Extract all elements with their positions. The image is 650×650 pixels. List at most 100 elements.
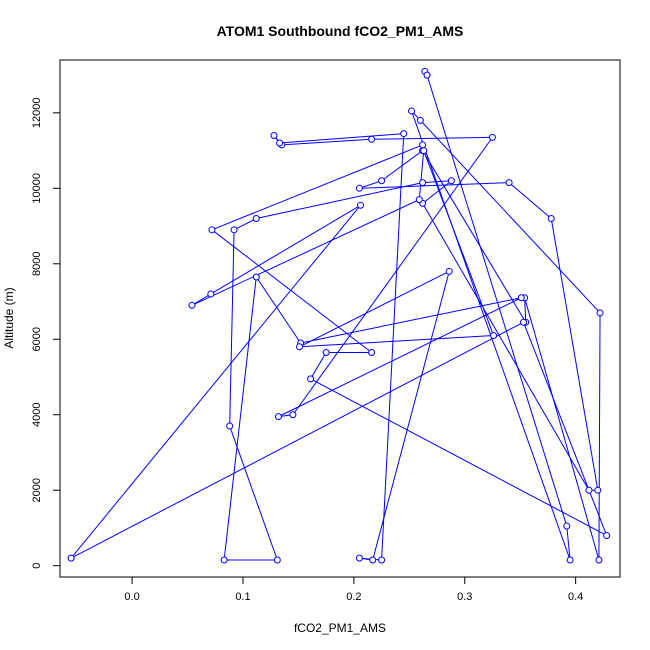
series-segment [281, 138, 372, 146]
data-point [322, 348, 330, 356]
series-segment [70, 204, 361, 559]
series-segment [550, 218, 599, 491]
chart-title: ATOM1 Southbound fCO2_PM1_AMS [217, 23, 464, 39]
data-point [547, 214, 555, 222]
data-point [355, 184, 363, 192]
x-tick-label: 0.1 [235, 591, 250, 603]
data-point [517, 294, 525, 302]
x-tick-label: 0.4 [568, 591, 583, 603]
series-segment [223, 276, 257, 561]
series-segment [420, 120, 601, 314]
x-tick-label: 0.2 [346, 591, 361, 603]
series-segment [310, 378, 607, 536]
series-segment [359, 180, 382, 189]
y-axis: 0 2000 4000 6000 8000 10000 12000 [31, 98, 61, 569]
data-point [230, 226, 238, 234]
series-segment [381, 133, 405, 561]
series-segment [299, 270, 450, 348]
series-segment [278, 297, 522, 418]
series-segment [299, 334, 494, 348]
data-point [423, 71, 431, 79]
series-segment [191, 199, 420, 306]
series-segment [255, 276, 302, 344]
series-segment [422, 180, 452, 204]
data-point [419, 141, 427, 149]
series-segment [566, 526, 571, 561]
series-layer [67, 67, 611, 564]
data-point [400, 130, 408, 138]
series-segment [211, 144, 423, 231]
data-point [226, 422, 234, 430]
series-segment [210, 204, 361, 295]
y-tick-label: 12000 [31, 98, 43, 129]
data-point [408, 107, 416, 115]
series-segment [70, 321, 524, 559]
x-tick-label: 0.3 [457, 591, 472, 603]
series-segment [371, 136, 493, 140]
data-point [563, 522, 571, 530]
data-point [274, 413, 282, 421]
y-tick-label: 6000 [31, 327, 43, 351]
y-tick-label: 2000 [31, 478, 43, 502]
data-point [220, 556, 228, 564]
series-segment [300, 297, 522, 344]
data-point [270, 131, 278, 139]
data-point [296, 343, 304, 351]
data-point [289, 411, 297, 419]
series-segment [524, 297, 600, 561]
data-point [585, 486, 593, 494]
data-point [594, 486, 602, 494]
series-segment [523, 322, 608, 536]
data-point [416, 116, 424, 124]
data-point [505, 179, 513, 187]
series-segment [310, 352, 327, 380]
data-point [378, 177, 386, 185]
data-point [369, 556, 377, 564]
series-segment [422, 150, 527, 323]
series-segment [372, 271, 450, 561]
data-point [488, 133, 496, 141]
x-axis-label: fCO2_PM1_AMS [294, 621, 386, 635]
data-point [252, 273, 260, 281]
series-segment [292, 137, 493, 416]
data-point [595, 556, 603, 564]
data-point [566, 556, 574, 564]
y-tick-label: 8000 [31, 252, 43, 276]
data-point [67, 554, 75, 562]
series-segment [229, 229, 235, 427]
data-point [208, 226, 216, 234]
data-point [368, 348, 376, 356]
series-segment [256, 182, 423, 219]
y-tick-label: 10000 [31, 173, 43, 204]
series-segment [191, 293, 212, 306]
series-segment [508, 182, 552, 219]
data-point [445, 267, 453, 275]
data-point [276, 139, 284, 147]
x-tick-label: 0.0 [124, 591, 139, 603]
series-segment [229, 425, 278, 561]
data-point [207, 290, 215, 298]
series-segment [524, 297, 527, 323]
series-segment [233, 218, 257, 231]
data-point [355, 554, 363, 562]
series-segment [211, 229, 372, 353]
series-segment [426, 74, 568, 527]
data-point [447, 177, 455, 185]
x-axis: 0.0 0.1 0.2 0.3 0.4 [124, 576, 583, 603]
data-point [419, 179, 427, 187]
data-point [252, 214, 260, 222]
data-point [520, 318, 528, 326]
data-point [415, 196, 423, 204]
data-point [307, 375, 315, 383]
y-axis-label: Altitude (m) [2, 287, 16, 348]
data-point [368, 135, 376, 143]
plot-frame [59, 59, 621, 578]
data-point [490, 331, 498, 339]
data-point [603, 531, 611, 539]
series-segment [422, 180, 452, 184]
series-segment [598, 312, 601, 561]
data-point [273, 556, 281, 564]
series-segment [359, 182, 510, 189]
series-segment [422, 203, 590, 491]
